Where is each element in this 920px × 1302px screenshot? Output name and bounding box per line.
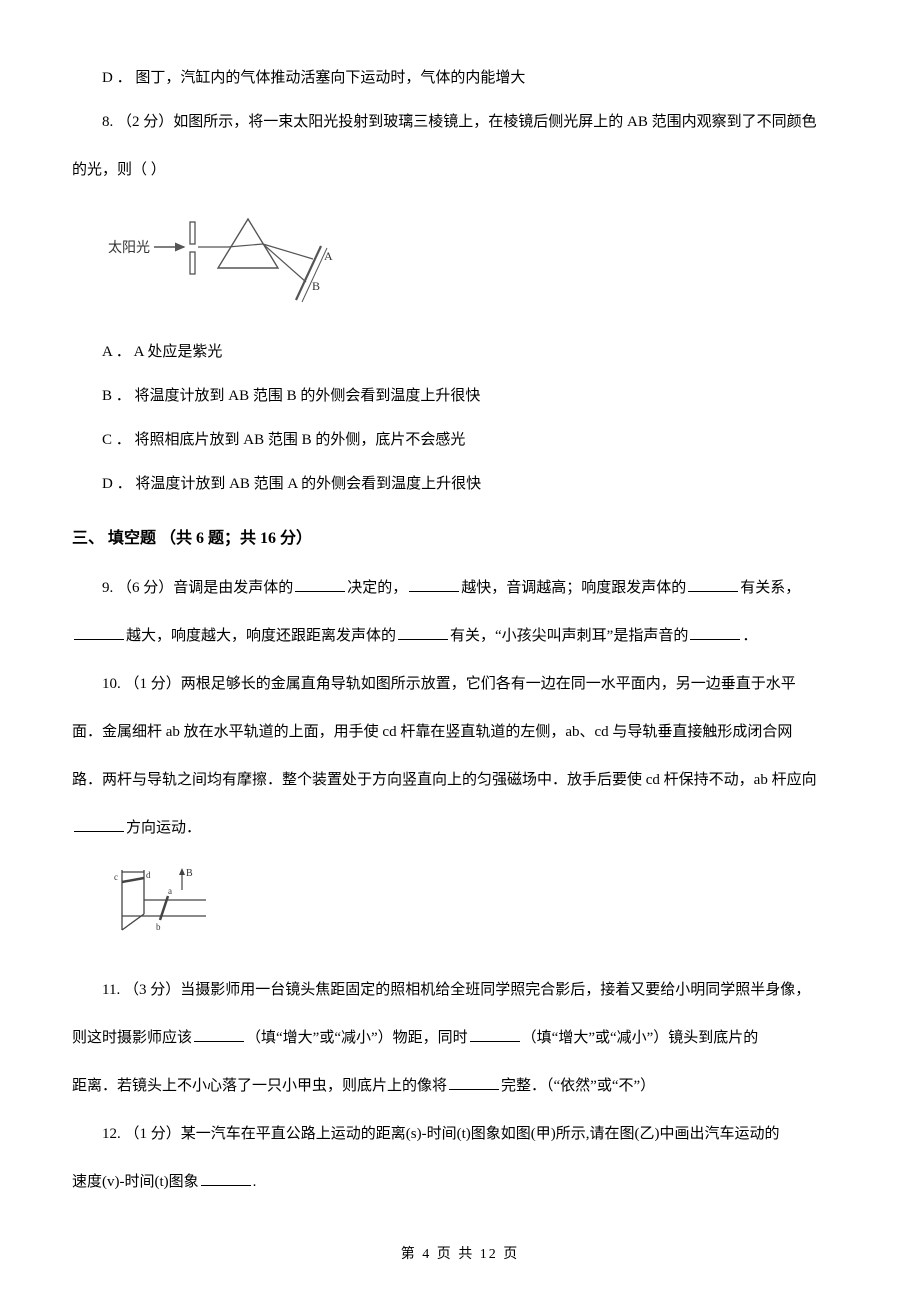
label-b: B bbox=[312, 279, 320, 293]
q11-l3-seg2: 完整．（“依然”或“不”） bbox=[501, 1078, 655, 1094]
q8-figure: 太阳光 A B bbox=[108, 204, 848, 318]
q8-stem-line1: 8. （2 分）如图所示，将一束太阳光投射到玻璃三棱镜上，在棱镜后侧光屏上的 A… bbox=[102, 114, 817, 130]
q10-line4-suffix: 方向运动． bbox=[126, 820, 201, 836]
svg-text:B: B bbox=[186, 868, 193, 879]
q10-figure: B a b c d bbox=[108, 862, 848, 956]
q9-seg6: 有关，“小孩尖叫声刺耳”是指声音的 bbox=[450, 628, 688, 644]
q10-line2: 面．金属细杆 ab 放在水平轨道的上面，用手使 cd 杆靠在竖直轨道的左侧，ab… bbox=[72, 714, 848, 750]
section-3-heading: 三、 填空题 （共 6 题；共 16 分） bbox=[72, 520, 848, 558]
q11-line1: 11. （3 分）当摄影师用一台镜头焦距固定的照相机给全班同学照完合影后，接着又… bbox=[72, 972, 848, 1008]
q8-option-a: A ． A 处应是紫光 bbox=[72, 334, 848, 370]
q9-blank-5[interactable] bbox=[398, 622, 448, 640]
q11-line2: 则这时摄影师应该 （填“增大”或“减小”）物距，同时 （填“增大”或“减小”）镜头到… bbox=[72, 1020, 848, 1056]
q11-l2-seg3: （填“增大”或“减小”）镜头到底片的 bbox=[522, 1030, 759, 1046]
q9-seg7: ． bbox=[742, 628, 757, 644]
q8-stem-line2: 的光，则（ ） bbox=[72, 162, 166, 178]
q11-blank-1[interactable] bbox=[194, 1024, 244, 1042]
q11-l2-seg1: 则这时摄影师应该 bbox=[72, 1030, 192, 1046]
q7-option-d: D ． 图丁，汽缸内的气体推动活塞向下运动时，气体的内能增大 bbox=[72, 60, 848, 96]
q8-stem-line2-wrap: 的光，则（ ） bbox=[72, 152, 848, 188]
q11-line3: 距离．若镜头上不小心落了一只小甲虫，则底片上的像将 完整．（“依然”或“不”） bbox=[72, 1068, 848, 1104]
q11-l2-seg2: （填“增大”或“减小”）物距，同时 bbox=[246, 1030, 468, 1046]
svg-text:a: a bbox=[168, 886, 172, 896]
q9-seg5: 越大，响度越大，响度还跟距离发声体的 bbox=[126, 628, 396, 644]
q11-l3-seg1: 距离．若镜头上不小心落了一只小甲虫，则底片上的像将 bbox=[72, 1078, 447, 1094]
q10-line4: 方向运动． bbox=[72, 810, 848, 846]
q9-seg1: 9. （6 分）音调是由发声体的 bbox=[102, 580, 293, 596]
q9-seg3: 越快，音调越高；响度跟发声体的 bbox=[461, 580, 686, 596]
q11-blank-2[interactable] bbox=[470, 1024, 520, 1042]
q12-l2-seg1: 速度(v)-时间(t)图象 bbox=[72, 1174, 199, 1190]
q11-blank-3[interactable] bbox=[449, 1072, 499, 1090]
q9-blank-2[interactable] bbox=[409, 574, 459, 592]
q8-option-d: D ． 将温度计放到 AB 范围 A 的外侧会看到温度上升很快 bbox=[72, 466, 848, 502]
q9-blank-6[interactable] bbox=[690, 622, 740, 640]
q9-stem-cont: 越大，响度越大，响度还跟距离发声体的 有关，“小孩尖叫声刺耳”是指声音的 ． bbox=[72, 618, 848, 654]
q12-line1: 12. （1 分）某一汽车在平直公路上运动的距离(s)-时间(t)图象如图(甲)… bbox=[72, 1116, 848, 1152]
q10-blank-1[interactable] bbox=[74, 814, 124, 832]
label-a: A bbox=[324, 249, 333, 263]
q12-l2-seg2: . bbox=[253, 1174, 257, 1190]
q9-blank-3[interactable] bbox=[688, 574, 738, 592]
q9-seg4: 有关系， bbox=[740, 580, 800, 596]
q10-line1: 10. （1 分）两根足够长的金属直角导轨如图所示放置，它们各有一边在同一水平面… bbox=[72, 666, 848, 702]
q8-option-c: C ． 将照相底片放到 AB 范围 B 的外侧，底片不会感光 bbox=[72, 422, 848, 458]
q9-seg2: 决定的， bbox=[347, 580, 407, 596]
sunlight-label: 太阳光 bbox=[108, 240, 150, 256]
svg-text:d: d bbox=[146, 870, 151, 880]
prism-diagram: 太阳光 A B bbox=[108, 204, 338, 304]
svg-text:c: c bbox=[114, 872, 118, 882]
page-footer: 第 4 页 共 12 页 bbox=[0, 1238, 920, 1272]
q8-stem: 8. （2 分）如图所示，将一束太阳光投射到玻璃三棱镜上，在棱镜后侧光屏上的 A… bbox=[72, 104, 848, 140]
rails-diagram: B a b c d bbox=[108, 862, 218, 942]
q12-line2: 速度(v)-时间(t)图象. bbox=[72, 1164, 848, 1200]
q10-line3: 路．两杆与导轨之间均有摩擦．整个装置处于方向竖直向上的匀强磁场中．放手后要使 c… bbox=[72, 762, 848, 798]
q12-blank-1[interactable] bbox=[201, 1168, 251, 1186]
q9-blank-4[interactable] bbox=[74, 622, 124, 640]
q9-stem: 9. （6 分）音调是由发声体的 决定的， 越快，音调越高；响度跟发声体的 有关系， bbox=[72, 570, 848, 606]
q8-option-b: B ． 将温度计放到 AB 范围 B 的外侧会看到温度上升很快 bbox=[72, 378, 848, 414]
svg-text:b: b bbox=[156, 922, 161, 932]
q9-blank-1[interactable] bbox=[295, 574, 345, 592]
